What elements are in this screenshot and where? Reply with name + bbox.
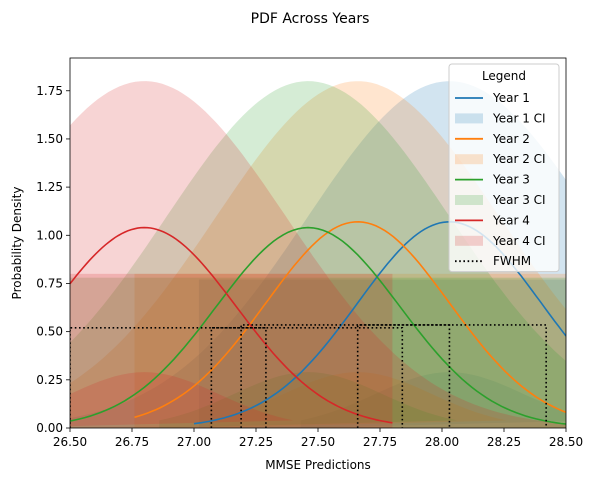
legend-label-fwhm: FWHM bbox=[493, 254, 531, 268]
year-4-ci-lower-band bbox=[70, 372, 294, 427]
x-tick-label: 27.00 bbox=[177, 435, 211, 449]
year-3-fwhm-line bbox=[210, 326, 404, 428]
chart-title: PDF Across Years bbox=[251, 11, 370, 27]
year-3-ci-rect bbox=[70, 277, 566, 428]
x-tick-label: 26.75 bbox=[115, 435, 149, 449]
legend: Legend Year 1 Year 1 CI Year 2 Year 2 CI Year… bbox=[448, 63, 560, 273]
y-tick-label: 1.75 bbox=[36, 84, 63, 98]
legend-label-year-3-ci: Year 3 CI bbox=[492, 193, 546, 207]
clipped-plot bbox=[70, 81, 566, 428]
x-tick-label: 27.25 bbox=[239, 435, 273, 449]
year-2-ci-lower-band bbox=[208, 372, 507, 428]
axes: 26.50 26.75 27.00 27.25 27.50 27.75 28.00 28.25… bbox=[36, 57, 583, 449]
year-3-pdf-line bbox=[70, 226, 566, 425]
year-2-fwhm-line bbox=[240, 324, 451, 428]
x-tick-label: 28.50 bbox=[549, 435, 583, 449]
y-tick-label: 0.00 bbox=[36, 421, 63, 435]
legend-label-year-3: Year 3 bbox=[492, 173, 530, 187]
legend-label-year-4: Year 4 bbox=[492, 213, 530, 227]
year-4-pdf-line bbox=[70, 226, 393, 424]
legend-swatch-year-1-ci bbox=[455, 113, 483, 124]
x-tick-label: 28.25 bbox=[487, 435, 521, 449]
y-tick-label: 1.00 bbox=[36, 228, 63, 242]
legend-label-year-2-ci: Year 2 CI bbox=[492, 152, 546, 166]
legend-label-year-1: Year 1 bbox=[492, 91, 530, 105]
plot-area bbox=[70, 81, 566, 428]
y-tick-label: 0.25 bbox=[36, 373, 63, 387]
legend-swatch-year-2-ci bbox=[455, 154, 483, 165]
legend-label-year-2: Year 2 bbox=[492, 132, 530, 146]
legend-swatch-year-3-ci bbox=[455, 195, 483, 205]
year-4-ci-upper-band bbox=[70, 81, 566, 428]
year-1-ci-lower-band bbox=[300, 372, 566, 428]
y-tick-label: 1.50 bbox=[36, 132, 63, 146]
year-3-ci-lower-band bbox=[159, 372, 457, 428]
y-tick-label: 1.25 bbox=[36, 180, 63, 194]
year-2-pdf-line bbox=[134, 220, 566, 419]
year-2-ci-upper-band bbox=[70, 81, 566, 428]
x-tick-label: 28.00 bbox=[425, 435, 459, 449]
legend-swatch-year-4-ci bbox=[455, 235, 483, 246]
year-3-ci-upper-band bbox=[70, 81, 566, 428]
x-axis-label: MMSE Predictions bbox=[265, 458, 371, 472]
year-1-fwhm-line bbox=[356, 324, 547, 428]
legend-label-year-1-ci: Year 1 CI bbox=[492, 111, 546, 125]
legend-label-year-4-ci: Year 4 CI bbox=[492, 234, 546, 248]
y-tick-label: 0.50 bbox=[36, 325, 63, 339]
year-1-ci-upper-band bbox=[70, 81, 566, 428]
year-4-fwhm-line bbox=[70, 326, 267, 428]
legend-title: Legend bbox=[482, 69, 526, 83]
y-tick-label: 0.75 bbox=[36, 276, 63, 290]
x-tick-label: 26.50 bbox=[53, 435, 87, 449]
x-tick-label: 27.50 bbox=[301, 435, 335, 449]
y-axis-label: Probability Density bbox=[10, 187, 24, 300]
x-tick-label: 27.75 bbox=[363, 435, 397, 449]
